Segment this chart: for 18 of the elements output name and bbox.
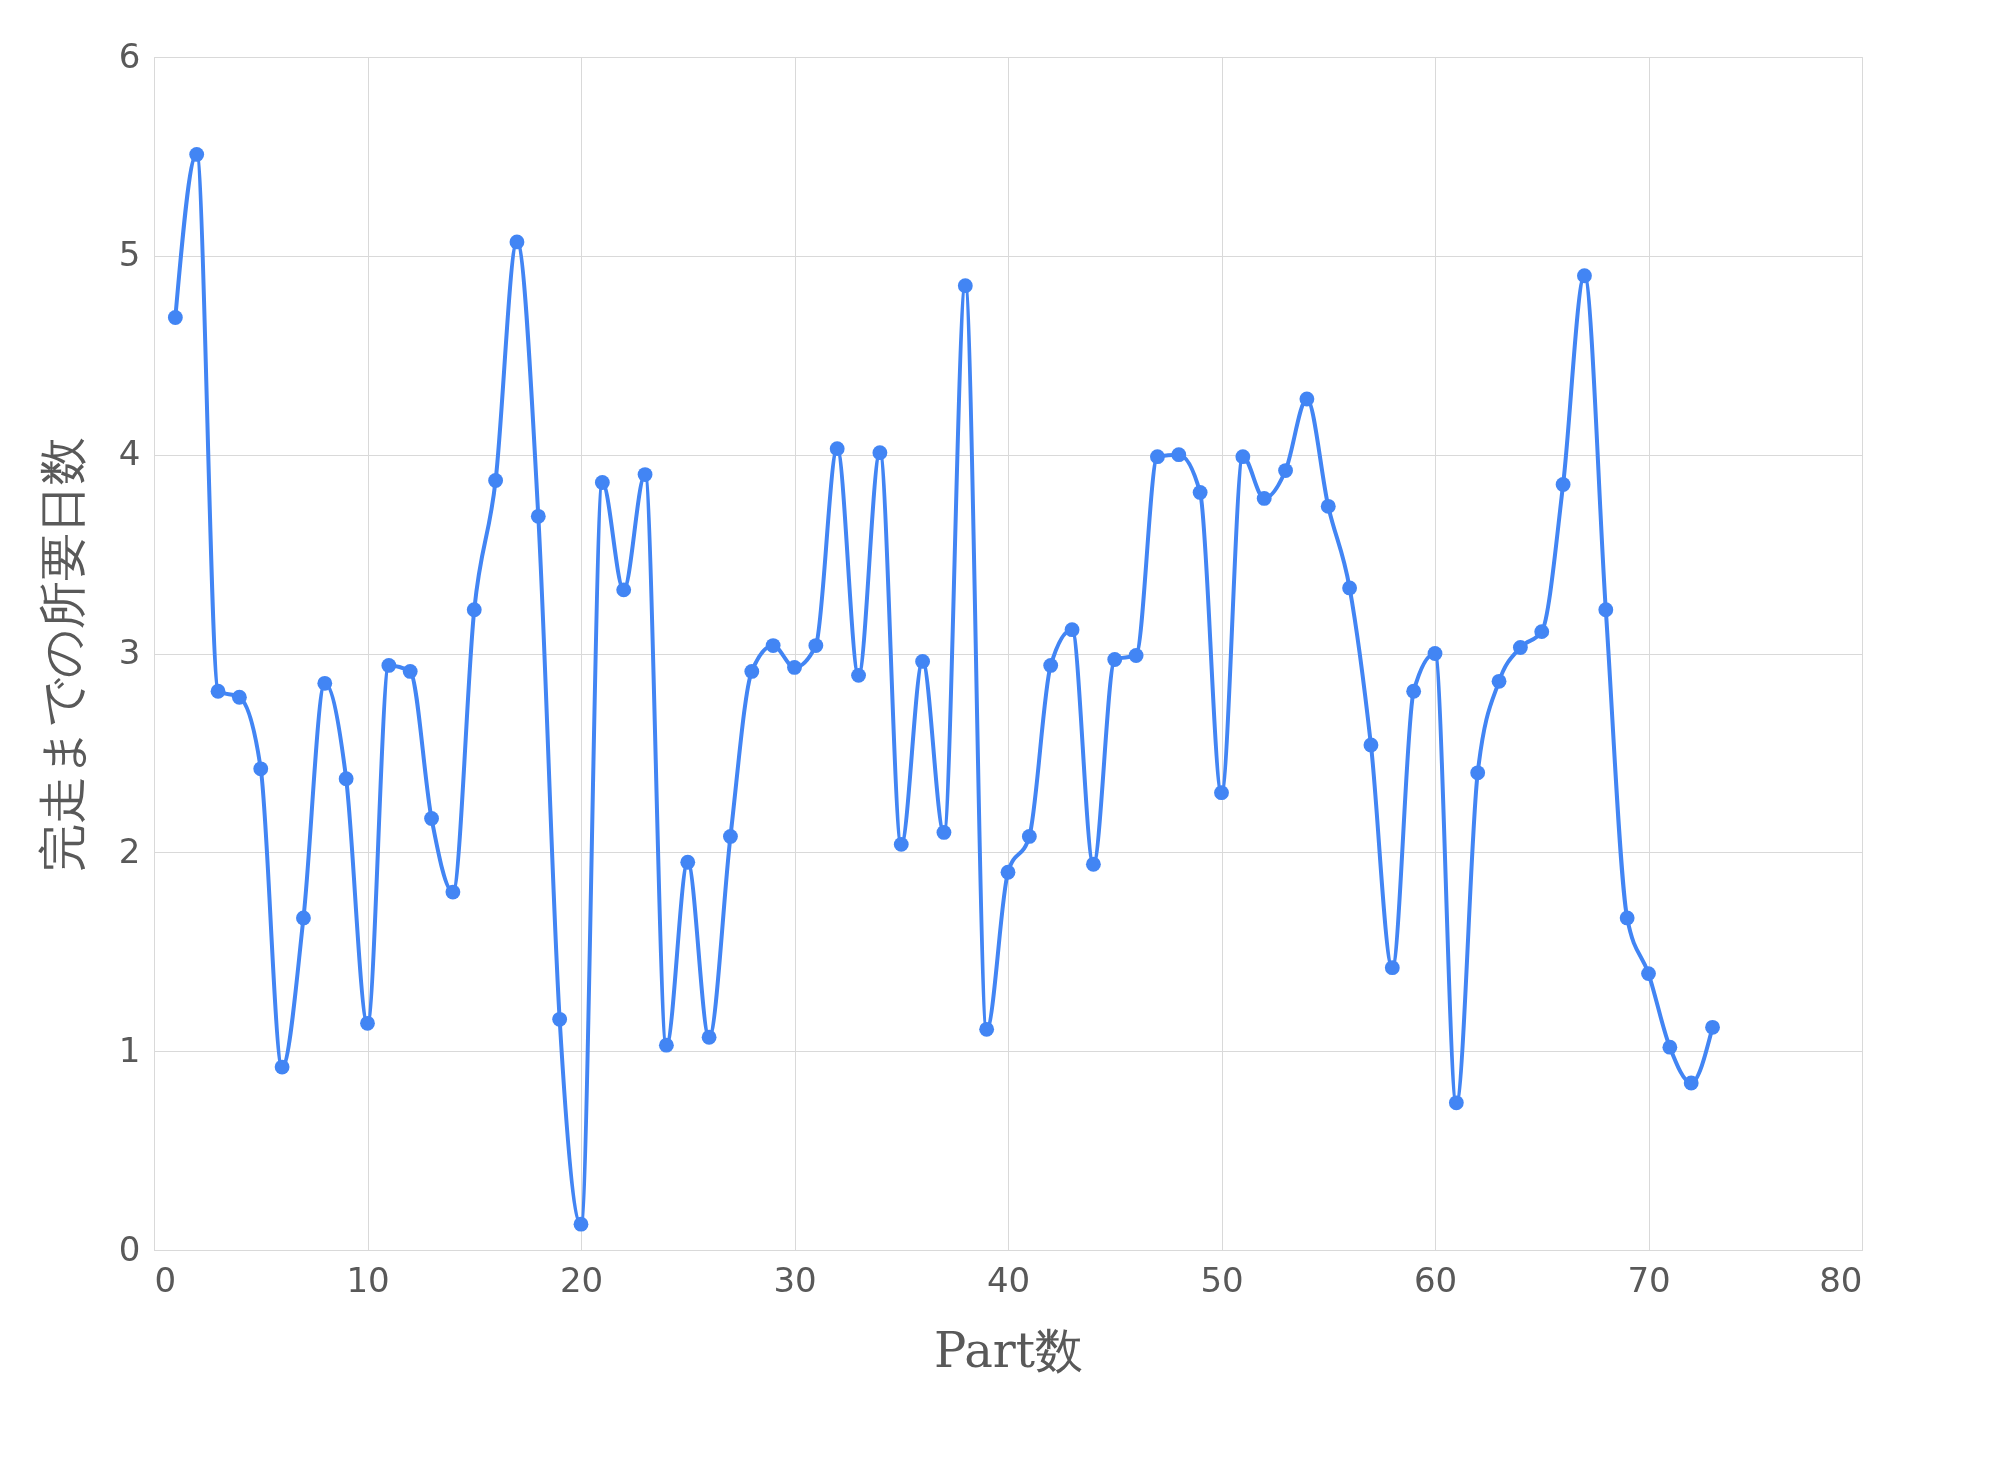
y-tick-label: 1 [118, 1029, 141, 1070]
y-tick-label: 3 [118, 632, 141, 672]
y-tick-label: 4 [118, 433, 141, 474]
x-tick-label: 80 [1819, 1259, 1863, 1300]
x-tick-label: 10 [346, 1259, 390, 1300]
x-tick-label: 20 [559, 1259, 604, 1300]
y-axis-title: 完走までの所要日数 [33, 436, 90, 872]
x-tick-label: 0 [154, 1259, 177, 1300]
y-tick-label: 0 [118, 1228, 141, 1269]
x-tick-label: 30 [773, 1259, 817, 1300]
x-axis-title: Part数 [934, 1321, 1083, 1378]
x-tick-label: 50 [1200, 1259, 1244, 1300]
x-tick-label: 40 [986, 1259, 1031, 1300]
x-tick-label: 70 [1627, 1259, 1671, 1300]
x-tick-label: 60 [1413, 1259, 1458, 1300]
y-tick-label: 6 [118, 35, 141, 76]
y-tick-label: 2 [118, 830, 141, 871]
y-tick-label: 5 [118, 234, 141, 275]
